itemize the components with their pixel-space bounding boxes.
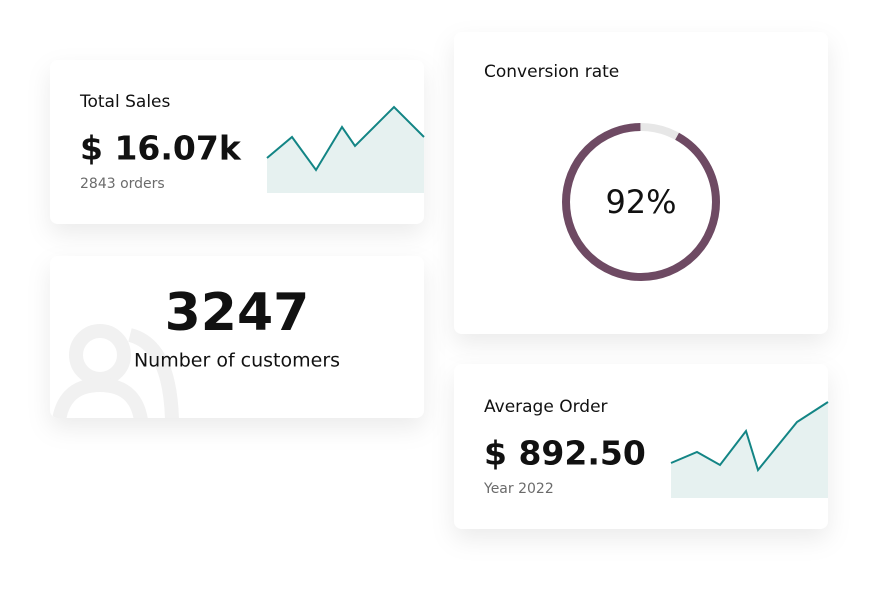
sparkline [670,401,829,473]
average-value: $ 892.50 [484,434,646,473]
customers-caption: Number of customers [134,350,340,372]
card-title: Average Order [484,397,608,417]
sales-value: $ 16.07k [80,129,242,168]
sparkline [266,105,425,172]
customers-card [50,256,424,418]
donut-arc [562,123,720,281]
customers-value: 3247 [165,283,310,343]
sparkline-area [671,402,828,498]
sales-caption: 2843 orders [80,176,165,192]
sparkline-area [267,107,424,193]
conversion-value: 92% [605,183,676,221]
card-title: Total Sales [79,92,170,112]
average-caption: Year 2022 [483,481,554,497]
conversion-card [454,32,828,334]
card-title: Conversion rate [484,62,619,82]
person-icon [51,324,179,418]
